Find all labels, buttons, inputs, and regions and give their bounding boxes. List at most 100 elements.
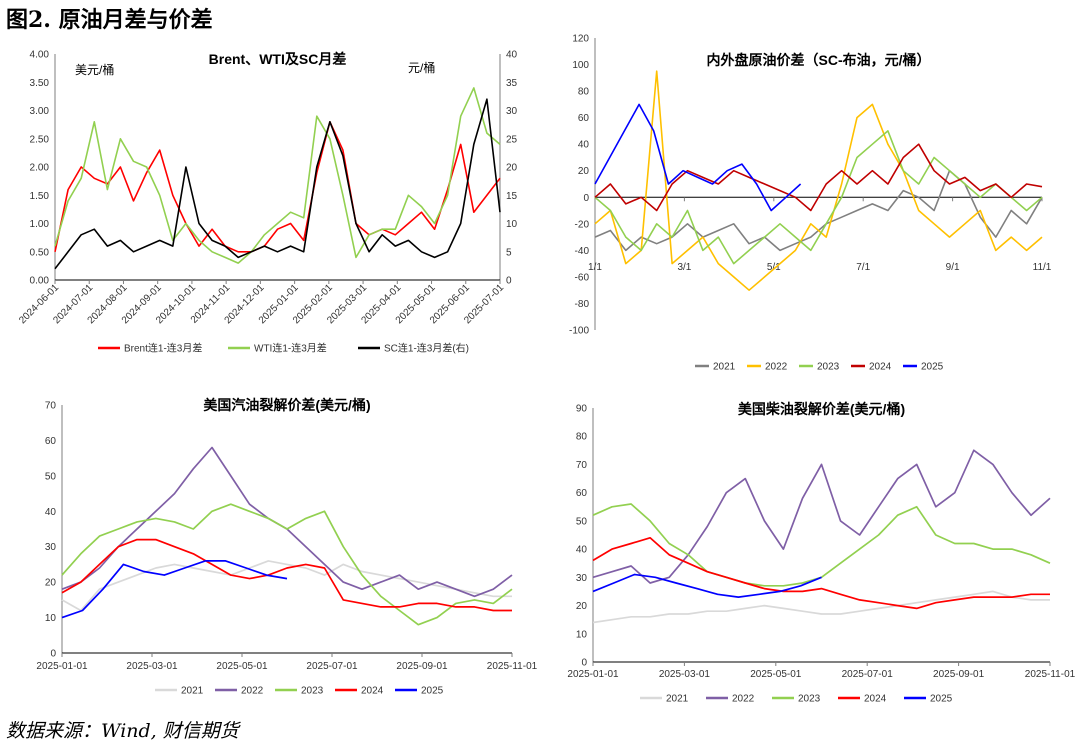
- y-tick-label: 20: [578, 166, 590, 177]
- series-line-4: [592, 573, 822, 598]
- legend-label: 2021: [713, 362, 736, 373]
- y-tick-label: 20: [576, 601, 588, 612]
- y-right-tick-label: 25: [506, 134, 518, 145]
- y-tick-label: 0: [50, 649, 56, 660]
- y-right-tick-label: 10: [506, 219, 518, 230]
- y-tick-label: 40: [576, 545, 588, 556]
- y-right-tick-label: 15: [506, 191, 518, 202]
- chart-sc-brent-spread: 内外盘原油价差（SC-布油，元/桶） -100 -80 -60 -40 -20 0 20 40 6…: [569, 34, 1052, 373]
- legend-label: 2024: [869, 362, 892, 373]
- y-tick-label: 50: [45, 471, 57, 482]
- legend-label: 2023: [817, 362, 840, 373]
- x-tick-label: 9/1: [946, 262, 960, 273]
- y-tick-label: 40: [45, 507, 57, 518]
- y-tick-label: 10: [45, 613, 57, 624]
- series-line-3: [61, 538, 512, 612]
- y-tick-label: 60: [578, 113, 590, 124]
- y-tick-label: 1.50: [30, 191, 50, 202]
- x-tick-label: 2025-09-01: [396, 661, 448, 672]
- series-line-3: [592, 536, 1050, 610]
- y-tick-label: 70: [576, 460, 588, 471]
- series-line-4: [61, 560, 288, 619]
- legend-label: 2021: [181, 686, 204, 697]
- legend-label: 2022: [241, 686, 264, 697]
- x-tick-label: 2025-07-01: [306, 661, 358, 672]
- y-tick-label: 3.00: [30, 106, 50, 117]
- y-tick-label: 100: [572, 60, 589, 71]
- x-tick-label: 2025-11-01: [1025, 669, 1076, 680]
- chart-title: Brent、WTI及SC月差: [209, 51, 347, 67]
- chart-panel-monthly-spread: Brent、WTI及SC月差 0.00 0.50 1.00 1.50 2.00 2.50 3.…: [0, 38, 540, 358]
- series-line-0: [54, 121, 501, 253]
- x-tick-label: 2025-05-01: [216, 661, 268, 672]
- y-tick-label: 0: [583, 193, 589, 204]
- y-tick-label: 70: [45, 401, 57, 412]
- y-tick-label: 80: [576, 432, 588, 443]
- y-tick-label: 4.00: [30, 50, 50, 61]
- y-tick-label: 60: [576, 488, 588, 499]
- y-tick-label: -40: [575, 246, 590, 257]
- legend-label: 2022: [732, 694, 755, 705]
- series-line-2: [594, 130, 1043, 265]
- series-line-0: [592, 590, 1050, 624]
- y-tick-label: 30: [45, 542, 57, 553]
- x-tick-label: 2025-07-01: [842, 669, 894, 680]
- chart-panel-gasoline-crack: 美国汽油裂解价差(美元/桶) 0 10 20 30 40 50 60 70 2025-01-01 2…: [0, 388, 540, 706]
- legend-label: 2021: [666, 694, 689, 705]
- legend-label: 2023: [798, 694, 821, 705]
- x-tick-label: 11/1: [1033, 262, 1052, 273]
- series-line-1: [54, 87, 501, 264]
- y-tick-label: 0.50: [30, 247, 50, 258]
- series-line-1: [592, 449, 1051, 584]
- y-tick-label: 40: [578, 140, 590, 151]
- series-line-0: [61, 560, 512, 612]
- x-tick-label: 2025-09-01: [933, 669, 985, 680]
- legend-label: Brent连1-连3月差: [124, 342, 202, 355]
- legend-label: 2024: [361, 686, 384, 697]
- y-tick-label: 60: [45, 436, 57, 447]
- chart-panel-sc-brent-spread: 内外盘原油价差（SC-布油，元/桶） -100 -80 -60 -40 -20 0 20 40 6…: [545, 28, 1080, 378]
- y-tick-label: 3.50: [30, 78, 50, 89]
- x-tick-label: 7/1: [856, 262, 870, 273]
- legend-label: 2025: [930, 694, 953, 705]
- legend-label: 2025: [921, 362, 944, 373]
- x-tick-label: 2025-01-01: [567, 669, 619, 680]
- x-tick-label: 2025-03-01: [659, 669, 711, 680]
- x-tick-label: 2025-05-01: [750, 669, 802, 680]
- legend-label: 2025: [421, 686, 444, 697]
- y-right-tick-label: 40: [506, 50, 518, 61]
- legend-label: SC连1-连3月差(右): [384, 342, 469, 355]
- y-tick-label: -100: [569, 326, 589, 337]
- chart-title: 美国汽油裂解价差(美元/桶): [203, 397, 370, 413]
- series-line-2: [54, 98, 501, 270]
- y-tick-label: -60: [575, 272, 590, 283]
- legend-label: 2023: [301, 686, 324, 697]
- y-tick-label: 0.00: [30, 276, 50, 287]
- series-line-1: [61, 446, 513, 598]
- legend-label: 2024: [864, 694, 887, 705]
- chart-gasoline-crack: 美国汽油裂解价差(美元/桶) 0 10 20 30 40 50 60 70 2025-01-01 2…: [36, 397, 537, 697]
- y-right-tick-label: 0: [506, 276, 512, 287]
- legend-label: 2022: [765, 362, 788, 373]
- y-axis-label-left: 美元/桶: [75, 62, 114, 77]
- chart-monthly-spread: Brent、WTI及SC月差 0.00 0.50 1.00 1.50 2.00 2.50 3.…: [17, 50, 518, 355]
- series-line-3: [594, 143, 1043, 212]
- x-tick-label: 5/1: [767, 262, 781, 273]
- y-tick-label: 0: [581, 658, 587, 669]
- y-right-tick-label: 35: [506, 78, 518, 89]
- x-tick-label: 1/1: [588, 262, 602, 273]
- page-title: 图2. 原油月差与价差: [6, 7, 213, 33]
- x-tick-label: 3/1: [677, 262, 691, 273]
- y-tick-label: -80: [575, 299, 590, 310]
- y-tick-label: 30: [576, 573, 588, 584]
- y-tick-label: 2.00: [30, 163, 50, 174]
- y-tick-label: -20: [575, 219, 590, 230]
- y-right-tick-label: 20: [506, 163, 518, 174]
- y-tick-label: 1.00: [30, 219, 50, 230]
- series-line-2: [61, 503, 513, 626]
- y-tick-label: 120: [572, 34, 589, 45]
- y-tick-label: 20: [45, 578, 57, 589]
- y-tick-label: 10: [576, 629, 588, 640]
- chart-panel-diesel-crack: 美国柴油裂解价差(美元/桶) 0 10 20 30 40 50 60 70 80 90 2025-01…: [545, 388, 1080, 710]
- series-line-4: [594, 103, 802, 212]
